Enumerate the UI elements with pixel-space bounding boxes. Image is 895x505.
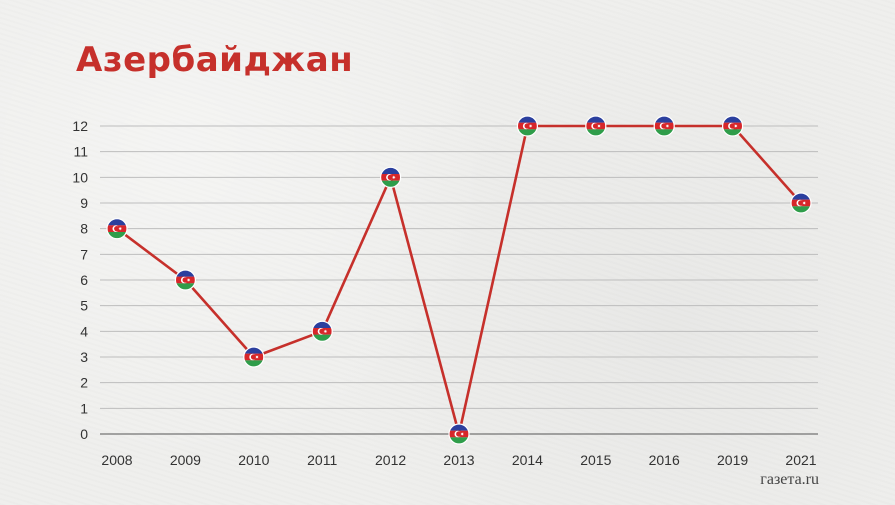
y-tick-label: 4 bbox=[80, 323, 88, 339]
y-tick-label: 3 bbox=[80, 349, 88, 365]
flag-marker-ring bbox=[585, 115, 607, 137]
x-tick-label: 2014 bbox=[512, 452, 543, 468]
y-tick-label: 9 bbox=[80, 195, 88, 211]
flag-marker-ring bbox=[721, 115, 744, 137]
x-tick-label: 2009 bbox=[170, 452, 201, 468]
data-point-flag-icon bbox=[516, 115, 539, 137]
x-tick-label: 2019 bbox=[717, 452, 748, 468]
y-tick-label: 1 bbox=[80, 400, 88, 416]
data-point-flag-icon bbox=[653, 115, 675, 137]
flag-marker-ring bbox=[311, 320, 333, 342]
x-tick-label: 2008 bbox=[101, 452, 132, 468]
y-tick-label: 2 bbox=[80, 375, 88, 391]
y-tick-label: 10 bbox=[72, 169, 88, 185]
y-tick-label: 11 bbox=[73, 144, 88, 160]
flag-marker-ring bbox=[653, 115, 675, 137]
flag-marker-ring bbox=[243, 346, 265, 368]
x-tick-labels: 2008 2009 2010 2011 2012 2013 2014 2015 2016 2019… bbox=[101, 452, 816, 468]
data-point-flag-icon bbox=[243, 346, 265, 368]
x-tick-label: 2012 bbox=[375, 452, 406, 468]
x-tick-label: 2013 bbox=[443, 452, 474, 468]
y-tick-label: 6 bbox=[80, 272, 88, 288]
data-point-flag-icon bbox=[380, 166, 402, 188]
data-point-flag-icon bbox=[106, 218, 128, 240]
y-tick-label: 12 bbox=[72, 118, 88, 134]
data-point-flag-icon bbox=[790, 192, 812, 214]
x-tick-label: 2015 bbox=[580, 452, 611, 468]
chart-title: Азербайджан bbox=[76, 40, 354, 80]
flag-marker-ring bbox=[516, 115, 539, 137]
watermark-logo: газета.ru bbox=[760, 471, 819, 488]
flag-marker-ring bbox=[380, 166, 402, 188]
x-tick-label: 2011 bbox=[307, 452, 337, 468]
x-tick-label: 2016 bbox=[649, 452, 680, 468]
data-point-flag-icon bbox=[311, 320, 333, 342]
data-points bbox=[106, 115, 812, 445]
flag-marker-ring bbox=[106, 218, 128, 240]
y-tick-label: 8 bbox=[80, 221, 88, 237]
data-point-flag-icon bbox=[585, 115, 607, 137]
y-tick-label: 0 bbox=[80, 426, 88, 442]
data-point-flag-icon bbox=[448, 423, 470, 445]
flag-marker-ring bbox=[174, 269, 196, 291]
flag-marker-ring bbox=[448, 423, 470, 445]
grid-lines bbox=[100, 125, 818, 409]
x-tick-label: 2010 bbox=[238, 452, 269, 468]
data-point-flag-icon bbox=[721, 115, 744, 137]
data-point-flag-icon bbox=[174, 269, 196, 291]
x-tick-label: 2021 bbox=[785, 452, 816, 468]
flag-marker-ring bbox=[790, 192, 812, 214]
y-tick-label: 7 bbox=[80, 246, 88, 262]
y-tick-label: 5 bbox=[80, 298, 88, 314]
